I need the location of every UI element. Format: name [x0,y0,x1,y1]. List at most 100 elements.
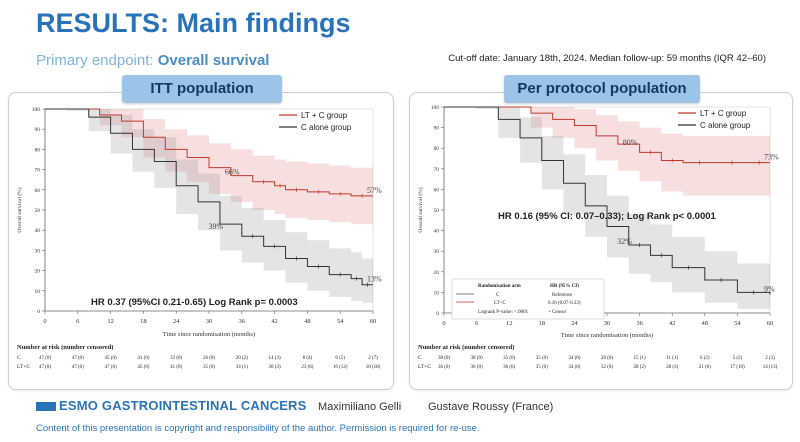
risk-table-cell: 20 (2) [236,356,248,361]
inset-censor: + Censor [548,310,567,315]
legend-label: LT + C group [301,111,348,120]
x-tick-label: 12 [506,320,513,327]
percentage-label: 39% [208,222,223,231]
risk-table-cell: 35 (0) [536,356,548,361]
inset-hr-c: Reference [552,293,573,298]
x-tick-label: 36 [239,318,246,325]
risk-table-cell: 36 (0) [471,365,483,370]
risk-table-cell: 16 (12) [333,365,348,370]
hazard-ratio-text: HR 0.37 (95%CI 0.21-0.65) Log Rank p= 0.… [91,297,298,308]
pp-population-tab: Per protocol population [504,75,700,103]
y-tick-label: 60 [434,187,440,193]
c-alone-survival-line [45,108,373,286]
risk-table-cell: 6 (5) [335,356,345,361]
pp-km-chart: 0 10 20 30 40 50 60 70 80 90 100 0 6 12 18 24 30 36 42 48 54… [417,105,779,370]
inset-pvalue: Logrank P-value: <.0001 [478,310,529,315]
x-tick-label: 18 [539,320,546,327]
x-axis-label: Time since randomisation (months) [163,331,255,338]
risk-table-cell: 34 (0) [568,356,580,361]
y-tick-label: 70 [434,167,440,173]
inset-arm-ltc: LT+C [494,301,506,306]
risk-table-cell: 32 (0) [601,365,613,370]
x-tick-label: 18 [140,318,147,325]
risk-table-cell: 17 (10) [730,365,745,370]
risk-table-cell: 23 (6) [301,365,313,370]
risk-table-cell: 34 (1) [236,365,248,370]
y-tick-label: 20 [35,269,41,275]
c-alone-confidence-band [45,109,373,303]
logo-mark [36,402,56,412]
y-tick-label: 90 [434,126,440,132]
pp-chart-panel: 0 10 20 30 40 50 60 70 80 90 100 0 6 12 18 24 30 36 42 48 54… [409,92,793,390]
risk-table-cell: 35 (0) [203,365,215,370]
risk-table-cell: 21 (6) [699,365,711,370]
x-tick-label: 30 [206,318,213,325]
risk-table-row-label: C [17,355,21,361]
risk-table-row-label: LT+C [418,364,431,370]
risk-table-cell: 45 (0) [105,356,117,361]
y-tick-label: 10 [35,289,41,295]
logo-text: ESMO GASTROINTESTINAL CANCERS [59,398,307,413]
slide-subtitle: Primary endpoint: Overall survival [36,52,269,69]
risk-table-cell: 36 (0) [438,365,450,370]
cutoff-note: Cut-off date: January 18th, 2024. Median… [448,53,766,64]
x-tick-label: 42 [669,320,676,327]
y-tick-label: 10 [434,290,440,296]
esmo-logo: ESMO GASTROINTESTINAL CANCERS [36,398,307,413]
risk-table-row-label: LT+C [17,364,30,370]
risk-table-header: Number at risk (number censored) [418,344,514,351]
y-axis-label: Overall survival (%) [16,187,23,232]
y-tick-label: 50 [35,208,41,214]
x-tick-label: 54 [734,320,741,327]
hazard-ratio-text: HR 0.16 (95% CI: 0.07–0.33); Log Rank p<… [498,211,717,222]
percentage-label: 13% [367,275,382,284]
x-tick-label: 30 [604,320,611,327]
x-tick-label: 60 [370,318,377,325]
author-institution: Gustave Roussy (France) [428,401,554,413]
x-tick-label: 54 [337,318,344,325]
x-tick-label: 24 [571,320,578,327]
subtitle-prefix: Primary endpoint: [36,52,158,69]
x-tick-label: 48 [304,318,311,325]
risk-table-cell: 8 (4) [303,356,313,361]
risk-table-cell: 11 (1) [666,356,678,361]
risk-table-cell: 47 (0) [72,365,84,370]
risk-table-cell: 26 (0) [203,356,215,361]
lt-c-confidence-band [444,107,770,196]
y-tick-label: 100 [431,105,440,111]
x-tick-label: 36 [636,320,643,327]
risk-table-cell: 35 (0) [536,365,548,370]
y-tick-label: 50 [434,208,440,214]
x-tick-label: 6 [475,320,479,327]
y-tick-label: 70 [35,168,41,174]
x-tick-label: 24 [173,318,180,325]
percentage-label: 66% [225,168,240,177]
x-tick-label: 12 [107,318,114,325]
y-tick-label: 0 [436,311,439,317]
risk-table-cell: 47 (0) [105,365,117,370]
risk-table-cell: 10 (18) [366,365,381,370]
c-alone-survival-line [444,106,771,295]
risk-table-cell: 33 (0) [170,356,182,361]
y-tick-label: 80 [434,146,440,152]
risk-table-cell: 28 (3) [666,365,678,370]
y-tick-label: 100 [32,107,41,113]
risk-table-cell: 41 (0) [170,365,182,370]
percentage-label: 57% [367,186,382,195]
y-tick-label: 0 [37,309,40,315]
risk-table-cell: 34 (0) [568,365,580,370]
risk-table-cell: 38 (0) [438,356,450,361]
inset-header-hr: HR (95% CI) [550,284,579,289]
author-name: Maximiliano Gelli [318,401,402,413]
slide-title: RESULTS: Main findings [36,8,351,38]
risk-table-cell: 47 (0) [39,356,51,361]
lt-c-survival-line [444,106,770,164]
x-tick-label: 42 [271,318,278,325]
risk-table-cell: 30 (3) [269,365,281,370]
subtitle-endpoint: Overall survival [157,52,270,69]
inset-hr-ltc: 0.16 (0.07-0.33) [548,301,581,306]
risk-table-cell: 6 (2) [700,356,710,361]
y-tick-label: 30 [434,249,440,255]
risk-table-cell: 38 (0) [471,356,483,361]
y-tick-label: 40 [434,229,440,235]
